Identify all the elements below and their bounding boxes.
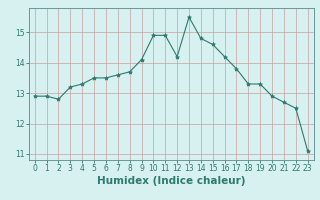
X-axis label: Humidex (Indice chaleur): Humidex (Indice chaleur) xyxy=(97,176,245,186)
